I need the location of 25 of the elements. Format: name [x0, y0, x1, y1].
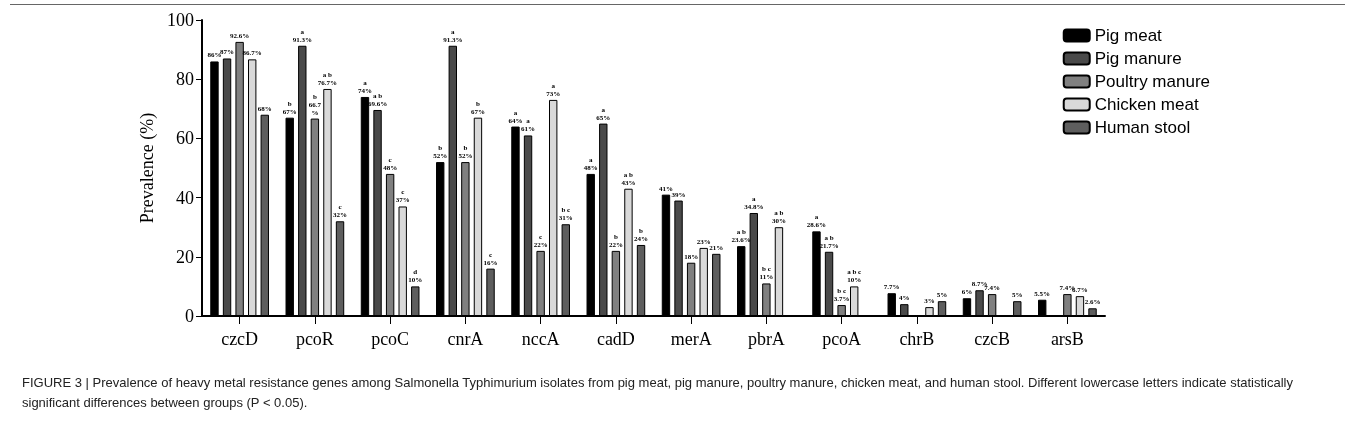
x-tick-label: pcoR — [295, 329, 334, 349]
y-tick-label: 20 — [176, 246, 194, 267]
x-tick-label: chrB — [899, 329, 935, 349]
legend-label: Chicken meat — [1094, 95, 1199, 114]
x-tick-label: pcoC — [371, 329, 410, 349]
legend-label: Human stool — [1094, 118, 1191, 137]
y-axis-title: Prevalence (%) — [137, 112, 159, 224]
x-tick-label: nccA — [521, 329, 560, 349]
x-tick-label: merA — [670, 329, 712, 349]
y-tick-label: 80 — [176, 69, 194, 90]
x-tick-label: arsB — [1050, 329, 1084, 349]
y-tick-label: 0 — [185, 306, 194, 326]
legend-label: Pig meat — [1094, 26, 1163, 45]
y-tick-label: 40 — [176, 187, 194, 208]
legend-label: Poultry manure — [1094, 72, 1211, 91]
y-tick-label: 100 — [167, 10, 194, 30]
x-tick-label: pbrA — [747, 329, 785, 349]
legend-label: Pig manure — [1094, 49, 1182, 68]
x-tick-label: cadD — [596, 329, 635, 349]
x-tick-label: czcB — [974, 329, 1011, 349]
x-tick-label: cnrA — [447, 329, 484, 349]
x-tick-label: pcoA — [822, 329, 862, 349]
caption: FIGURE 3 | Prevalence of heavy metal resistance genes among Salmonella Typhimurium isolates from pig meat, pig manure, poultry manure, chicken meat, and human stool. Different lowercase letters indicate statistically significant differences between groups (P < 0.05). — [22, 374, 1297, 410]
x-tick-label: czcD — [221, 329, 259, 349]
y-tick-label: 60 — [176, 128, 194, 149]
